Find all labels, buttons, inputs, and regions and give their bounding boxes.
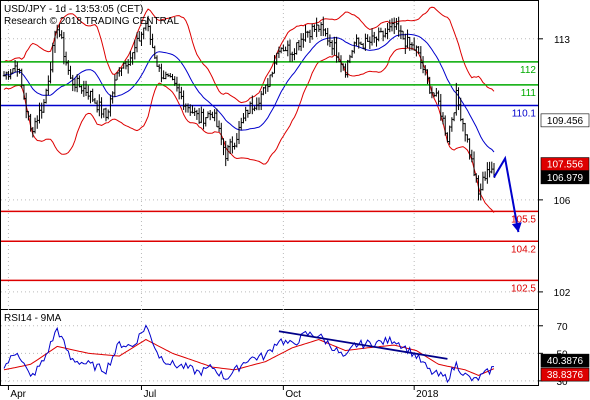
forecast-arrow [493,155,522,233]
right-axis-area [539,0,590,400]
rsi-lines [3,324,495,384]
price-tag-2-label: 106.979 [547,173,584,184]
price-tag-0-label: 109.456 [547,116,584,127]
xtick-label-1: Jul [143,389,156,400]
price-candles [2,15,496,201]
rsi-tag-0-box [540,353,590,368]
ytick-label-1: 106 [554,196,571,207]
rsi-ytick-label-2: 30 [556,377,568,388]
bollinger-upper [3,6,495,104]
rsi-trendline [278,330,448,360]
level-label-5: 102.5 [511,283,536,294]
price-tag-2-box [540,170,590,185]
level-label-4: 104.2 [511,244,536,255]
grid [1,1,539,385]
level-label-1: 111 [521,88,537,99]
chart-copyright: Research © 2018 TRADING CENTRAL [4,16,179,27]
xtick-label-0: Apr [10,389,26,400]
ytick-label-2: 102 [554,288,571,299]
x-axis-ticks: Apr Jul Oct 2018 [7,385,439,400]
chart-symbol: USD/JPY - 1d - 13:53:05 (CET) [4,4,143,15]
price-tag-1-label: 107.556 [547,160,584,171]
rsi-tag-1-box [540,367,590,382]
rsi-ma-line [3,338,495,376]
level-label-3: 105.5 [511,214,536,225]
rsi-title: RSI14 - 9MA [4,313,62,324]
rsi-line [3,324,494,384]
main-panel [0,0,539,310]
rsi-panel [0,309,539,386]
rsi-tag-1-label: 38.8376 [547,370,584,381]
rsi-tag-0-label: 40.3876 [547,356,584,367]
level-label-2: 110.1 [512,109,537,120]
forecast-arrow-line [493,155,520,233]
xtick-label-3: 2018 [416,389,439,400]
moving-average [3,33,495,153]
xtick-label-2: Oct [285,389,301,400]
support-resistance-levels: 112 111 110.1 105.5 104.2 102.5 [1,61,538,294]
price-tag-0-box [540,113,590,128]
rsi-ytick-label-0: 70 [556,322,568,333]
ytick-label-0: 113 [554,35,570,46]
moving-average-line [3,33,495,153]
forecast-arrow-head [511,222,522,233]
level-label-0: 112 [520,65,536,76]
price-tags: 109.456 107.556 106.979 40.3876 38.8376 [540,113,590,382]
